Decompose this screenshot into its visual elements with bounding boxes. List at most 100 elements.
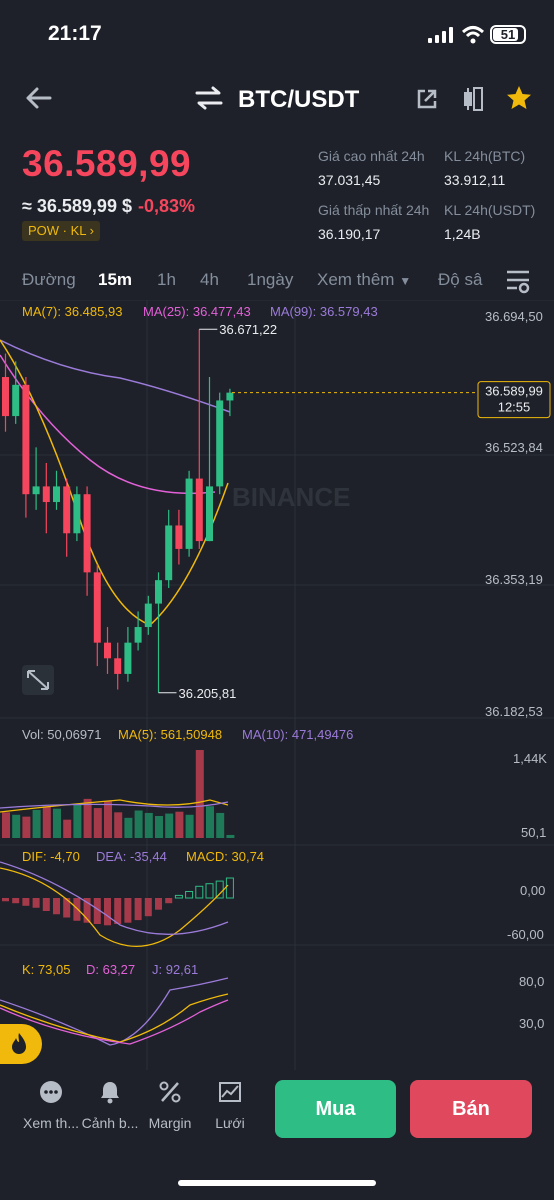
- back-arrow-icon[interactable]: [24, 86, 52, 110]
- price-axis-label: 36.694,50: [485, 309, 543, 324]
- expand-icon[interactable]: [22, 665, 54, 695]
- price-axis-label: 36.182,53: [485, 704, 543, 719]
- chart-settings-icon[interactable]: [505, 268, 531, 294]
- favorite-star-icon[interactable]: [506, 85, 532, 111]
- volume-bar: [216, 812, 225, 838]
- price-axis-label: 36.523,84: [485, 440, 543, 455]
- tab-1day[interactable]: 1ngày: [247, 270, 294, 289]
- volume-bar: [53, 808, 61, 838]
- candle-body: [32, 486, 40, 495]
- macd-value-label: MACD: 30,74: [186, 849, 264, 864]
- more-icon: [40, 1081, 62, 1103]
- price-axis-label: 36.353,19: [485, 572, 543, 587]
- candle-body: [124, 642, 132, 674]
- nav-grid[interactable]: Lưới: [198, 1080, 262, 1131]
- swap-icon[interactable]: [195, 86, 223, 110]
- high-marker: 36.671,22: [199, 322, 277, 337]
- price-chart[interactable]: BINANCE MA(7): 36.485,93 MA(25): 36.477,…: [0, 299, 554, 1070]
- candle-body: [73, 494, 81, 534]
- volume-bars: [2, 750, 235, 838]
- volume-bar: [32, 809, 41, 838]
- low-24h-value: 36.190,17: [318, 226, 381, 242]
- macd-bar: [73, 898, 81, 921]
- volume-bar: [144, 812, 153, 838]
- macd-bar: [2, 898, 9, 902]
- volume-bar: [12, 814, 21, 838]
- kdj-j-line: [0, 977, 229, 1046]
- low-marker: 36.205,81: [158, 686, 236, 701]
- candle-compare-icon[interactable]: [462, 86, 484, 112]
- macd-dea-line: [0, 861, 229, 935]
- nav-margin[interactable]: Margin: [138, 1080, 202, 1131]
- pair-title[interactable]: BTC/USDT: [238, 86, 360, 113]
- volume-ma10-label: MA(10): 471,49476: [242, 727, 353, 742]
- wifi-icon: [461, 26, 485, 44]
- ma7-line: [0, 339, 229, 626]
- candle-body: [93, 572, 101, 643]
- signal-icon: [428, 27, 453, 43]
- candle-body: [216, 400, 224, 487]
- tab-depth[interactable]: Độ sâ: [438, 270, 483, 289]
- volume-bar: [206, 806, 214, 838]
- volume-bar: [155, 816, 163, 838]
- nav-alert[interactable]: Cảnh b...: [78, 1080, 142, 1131]
- candle-body: [53, 486, 60, 503]
- chart-area[interactable]: BINANCE MA(7): 36.485,93 MA(25): 36.477,…: [0, 299, 554, 1070]
- candle-body: [2, 377, 9, 417]
- candle-body: [83, 494, 91, 573]
- macd-bar: [185, 891, 194, 899]
- tab-more[interactable]: Xem thêm ▼: [317, 270, 412, 289]
- sell-button[interactable]: Bán: [410, 1080, 532, 1138]
- fire-badge[interactable]: [0, 1024, 42, 1064]
- macd-bar: [174, 894, 183, 899]
- volume-ma5-line: [0, 799, 229, 813]
- macd-dif-label: DIF: -4,70: [22, 849, 80, 864]
- candle-body: [63, 486, 71, 534]
- macd-bar: [144, 898, 152, 917]
- tab-15m[interactable]: 15m: [98, 270, 133, 289]
- fire-icon: [12, 1033, 26, 1054]
- macd-bar: [104, 898, 111, 926]
- kdj-axis-label: 30,0: [519, 1016, 544, 1031]
- volume-bar: [83, 798, 92, 838]
- candle-body: [12, 384, 20, 417]
- macd-bar: [124, 898, 132, 923]
- volume-bar: [165, 813, 174, 838]
- ma99-label: MA(99): 36.579,43: [270, 304, 378, 319]
- macd-axis-label: -60,00: [507, 927, 544, 942]
- status-time: 21:17: [48, 22, 102, 45]
- grid-icon: [219, 1082, 241, 1102]
- share-icon[interactable]: [416, 88, 438, 110]
- tab-line[interactable]: Đường: [22, 270, 76, 289]
- tab-1h[interactable]: 1h: [157, 270, 176, 289]
- volume-bar: [175, 811, 184, 838]
- candle-countdown: 12:55: [498, 400, 531, 415]
- candle-body: [144, 603, 152, 628]
- candle-body: [155, 580, 162, 604]
- margin-icon: [159, 1081, 181, 1103]
- price-usd: ≈ 36.589,99 $: [22, 196, 132, 216]
- ma25-label: MA(25): 36.477,43: [143, 304, 251, 319]
- ma7-label: MA(7): 36.485,93: [22, 304, 122, 319]
- macd-bar: [63, 898, 71, 918]
- high-24h-label: Giá cao nhất 24h: [318, 148, 425, 164]
- bottom-action-bar: Xem th... Cảnh b... Margin Lưới Mua Bán: [0, 1070, 554, 1200]
- home-indicator: [178, 1180, 376, 1186]
- coin-tags[interactable]: POW · KL ›: [22, 221, 100, 241]
- macd-histogram: [2, 877, 234, 926]
- vol-usdt-label: KL 24h(USDT): [444, 202, 536, 218]
- volume-axis-label: 50,1: [521, 825, 546, 840]
- nav-more[interactable]: Xem th...: [19, 1080, 83, 1131]
- volume-bar: [195, 750, 204, 838]
- kdj-k-line: [0, 993, 229, 1043]
- candle-body: [165, 525, 173, 581]
- candle-body: [104, 642, 111, 659]
- volume-bar: [114, 812, 123, 838]
- macd-axis-label: 0,00: [520, 883, 545, 898]
- buy-button[interactable]: Mua: [275, 1080, 396, 1138]
- current-price-label: 36.589,99: [485, 384, 543, 399]
- macd-dea-label: DEA: -35,44: [96, 849, 167, 864]
- tab-4h[interactable]: 4h: [200, 270, 219, 289]
- macd-bar: [53, 898, 60, 915]
- volume-ma10-line: [0, 801, 229, 809]
